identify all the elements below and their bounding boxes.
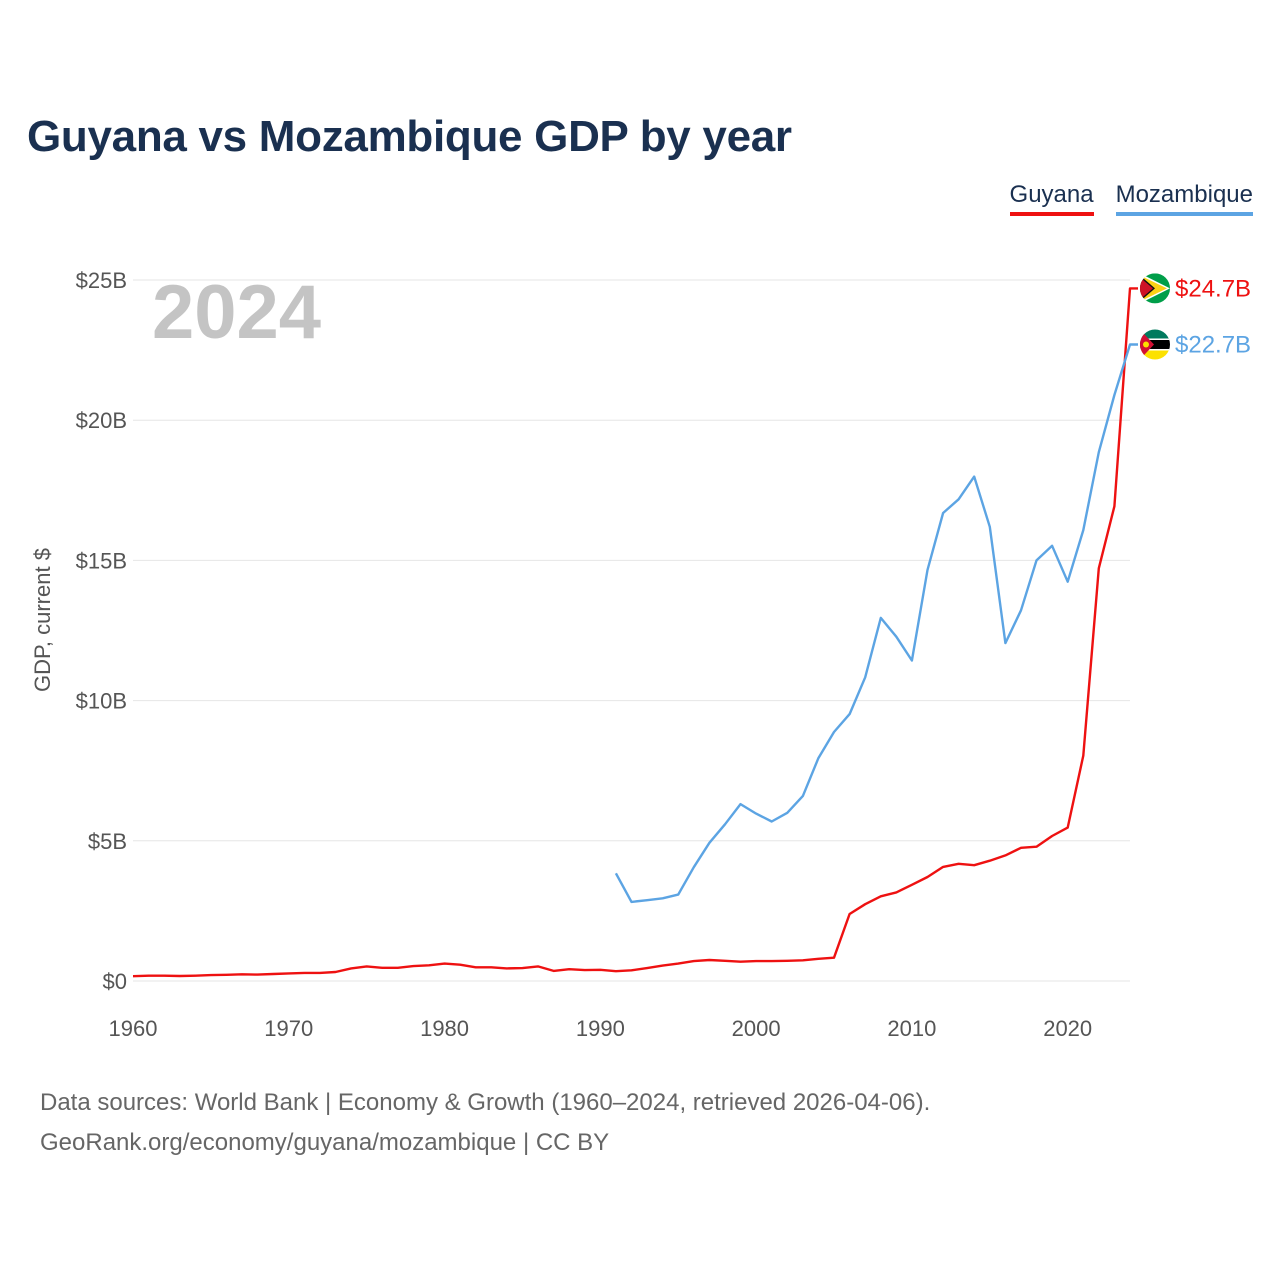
y-tick-label: $0 bbox=[103, 969, 127, 994]
y-tick-label: $20B bbox=[76, 408, 127, 433]
source-link[interactable]: GeoRank.org/economy/guyana/mozambique | … bbox=[40, 1129, 610, 1156]
mozambique-flag-icon bbox=[1140, 329, 1170, 360]
guyana-flag-icon bbox=[1140, 273, 1170, 304]
x-axis-ticks: 1960 1970 1980 1990 2000 2010 2020 bbox=[109, 1016, 1093, 1041]
data-sources-text: Data sources: World Bank | Economy & Gro… bbox=[40, 1089, 931, 1116]
x-tick-label: 1980 bbox=[420, 1016, 469, 1041]
legend-item-mozambique[interactable]: Mozambique bbox=[1115, 180, 1253, 216]
gridlines bbox=[133, 279, 1130, 982]
y-axis-label: GDP, current $ bbox=[30, 548, 55, 692]
end-value-label: $22.7B bbox=[1175, 331, 1251, 358]
x-tick-label: 1970 bbox=[264, 1016, 313, 1041]
series-lines bbox=[132, 287, 1138, 978]
y-axis-ticks: $0 $5B $10B $15B $20B $25B bbox=[76, 268, 127, 994]
x-tick-label: 2020 bbox=[1043, 1016, 1092, 1041]
x-tick-label: 1990 bbox=[576, 1016, 625, 1041]
line-chart: $0 $5B $10B $15B $20B $25B 1960 1970 1980 1990 20… bbox=[30, 268, 1251, 1041]
y-tick-label: $25B bbox=[76, 268, 127, 293]
chart-title: Guyana vs Mozambique GDP by year bbox=[27, 112, 792, 161]
x-tick-label: 2000 bbox=[732, 1016, 781, 1041]
footer: Data sources: World Bank | Economy & Gro… bbox=[40, 1083, 930, 1163]
y-tick-label: $10B bbox=[76, 689, 127, 714]
x-tick-label: 2010 bbox=[887, 1016, 936, 1041]
legend: Guyana Mozambique bbox=[1009, 180, 1253, 216]
current-year-label: 2024 bbox=[152, 270, 321, 355]
y-tick-label: $15B bbox=[76, 548, 127, 573]
end-label-guyana: $24.7B bbox=[1140, 273, 1251, 304]
x-tick-label: 1960 bbox=[109, 1016, 158, 1041]
series-end-labels: $24.7B $22.7B bbox=[1140, 273, 1251, 360]
y-tick-label: $5B bbox=[88, 829, 127, 854]
series-line-guyana[interactable] bbox=[132, 287, 1138, 978]
legend-item-guyana[interactable]: Guyana bbox=[1009, 180, 1094, 216]
end-label-mozambique: $22.7B bbox=[1140, 329, 1251, 360]
series-line-mozambique[interactable] bbox=[614, 343, 1138, 904]
end-value-label: $24.7B bbox=[1175, 275, 1251, 302]
